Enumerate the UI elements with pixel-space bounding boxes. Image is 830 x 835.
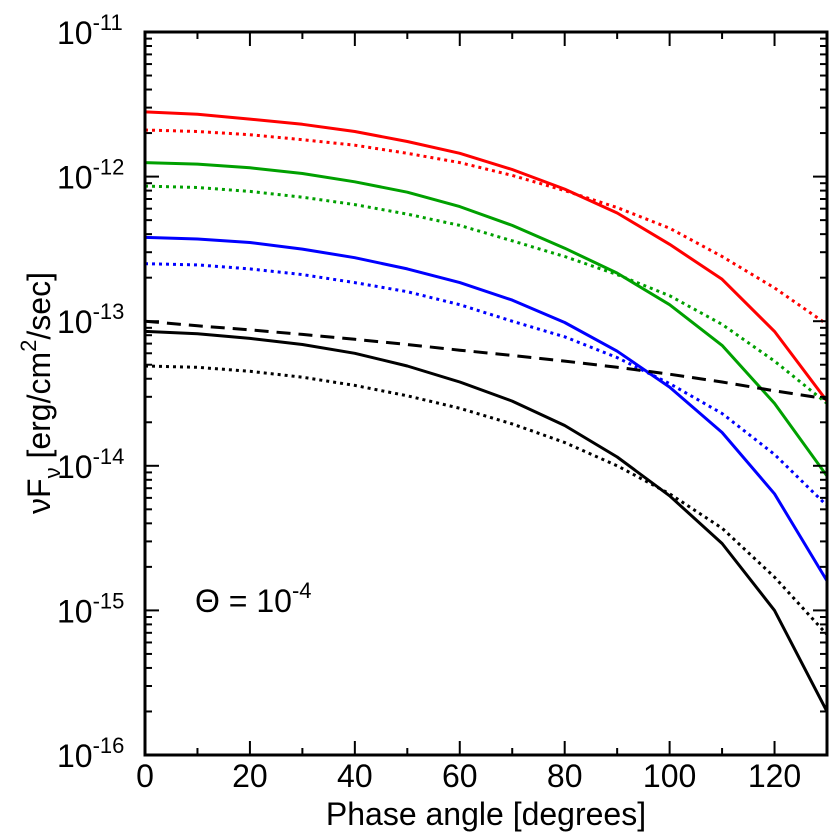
y-tick-label-base: 10 — [57, 738, 93, 774]
x-tick-label: 80 — [547, 758, 583, 794]
y-tick-label-base: 10 — [57, 449, 93, 485]
plot-frame — [143, 30, 829, 757]
series-line-3-solid — [145, 161, 827, 477]
x-axis-label: Phase angle [degrees] — [326, 796, 646, 832]
ticks-layer — [144, 32, 828, 756]
labels-layer: 0 20 40 60 80 100 12010-1610-1510-1410-1310-12… — [57, 10, 801, 794]
y-label-mid: [erg/cm — [21, 352, 57, 468]
y-tick-label: 10-11 — [57, 10, 123, 51]
y-tick-label-base: 10 — [57, 304, 93, 340]
theta-annotation-exp: -4 — [292, 578, 312, 603]
y-tick-label-base: 10 — [57, 593, 93, 629]
x-tick-label: 100 — [643, 758, 696, 794]
series-line-2-dotted — [145, 128, 827, 326]
series-line-8-dotted — [145, 364, 827, 636]
y-label-sub: ν — [40, 467, 65, 478]
series-line-1-solid — [145, 110, 827, 403]
y-tick-label-exp: -13 — [93, 299, 125, 324]
y-label-sup: 2 — [16, 340, 41, 352]
y-label-post: /sec] — [21, 272, 57, 340]
y-tick-label: 10-12 — [57, 155, 124, 196]
series-layer — [145, 110, 827, 713]
y-axis-label: νFν [erg/cm2/sec] — [16, 272, 65, 514]
x-tick-label: 60 — [442, 758, 478, 794]
series-line-7-solid — [145, 329, 827, 713]
series-line-5-solid — [145, 235, 827, 582]
series-line-9-dashed — [145, 319, 827, 401]
x-tick-label: 120 — [748, 758, 801, 794]
y-tick-label-base: 10 — [57, 15, 93, 51]
x-tick-label: 20 — [232, 758, 268, 794]
theta-annotation-base: Θ = 10 — [195, 583, 292, 619]
x-tick-label: 40 — [337, 758, 373, 794]
y-label-pre: νF — [21, 478, 57, 514]
y-tick-label-exp: -16 — [93, 733, 125, 758]
y-tick-label: 10-13 — [57, 299, 124, 340]
series-line-4-dotted — [145, 184, 827, 405]
y-tick-label: 10-14 — [57, 444, 124, 485]
y-tick-label-exp: -11 — [93, 10, 123, 35]
y-tick-label: 10-15 — [57, 588, 124, 629]
theta-annotation: Θ = 10-4 — [195, 578, 312, 619]
y-tick-label-base: 10 — [57, 160, 93, 196]
y-tick-label-exp: -14 — [93, 444, 125, 469]
series-line-6-dotted — [145, 262, 827, 507]
y-tick-label: 10-16 — [57, 733, 124, 774]
y-tick-label-exp: -12 — [93, 155, 125, 180]
x-tick-label: 0 — [136, 758, 154, 794]
y-tick-label-exp: -15 — [93, 588, 125, 613]
